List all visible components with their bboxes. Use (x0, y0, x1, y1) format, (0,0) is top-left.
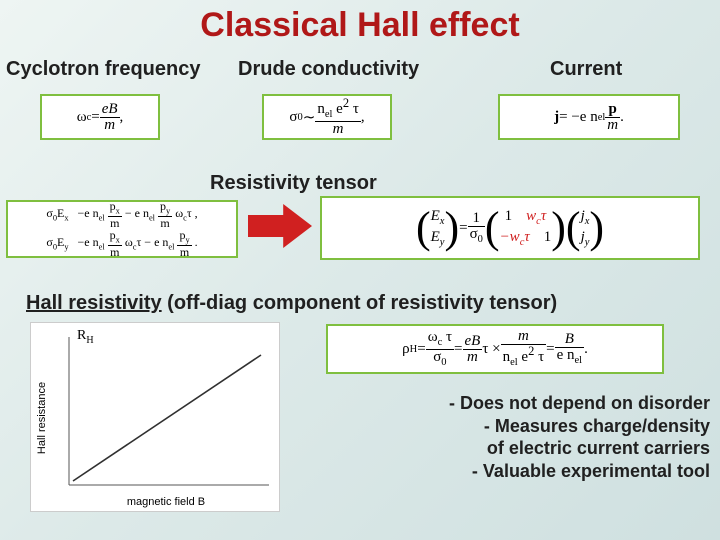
hall-resistance-chart: RH Hall resistance magnetic field B (30, 322, 280, 512)
formula-drude: σ0 ∼ nel e2 τm , (262, 94, 392, 140)
formula-hall-resistivity: ρH = ωc τσ0 = eBm τ × mnel e2 τ = Be nel… (326, 324, 664, 374)
svg-text:Hall resistance: Hall resistance (36, 382, 48, 454)
formula-tensor-matrix: (ExEy) = 1σ0 (1wcτ−wcτ1) (jxjy) (320, 196, 700, 260)
formula-tensor-equations: σ0Ex −e nel pxm − e nel pym ωcτ ,σ0Ey −e… (6, 200, 238, 258)
subhead-hall-resistivity: Hall resistivity (off-diag component of … (26, 292, 557, 315)
page-title: Classical Hall effect (0, 0, 720, 45)
summary-notes: - Does not depend on disorder- Measures … (310, 392, 710, 482)
svg-text:magnetic field B: magnetic field B (127, 496, 205, 508)
subhead-resistivity: Resistivity tensor (210, 172, 377, 195)
subhead-cyclotron: Cyclotron frequency (6, 58, 200, 81)
svg-text:RH: RH (77, 328, 94, 346)
subhead-drude: Drude conductivity (238, 58, 419, 81)
formula-cyclotron: ωc = eBm , (40, 94, 160, 140)
formula-current: j = −e nel pm . (498, 94, 680, 140)
implies-arrow-icon (248, 204, 312, 248)
subhead-current: Current (550, 58, 622, 81)
